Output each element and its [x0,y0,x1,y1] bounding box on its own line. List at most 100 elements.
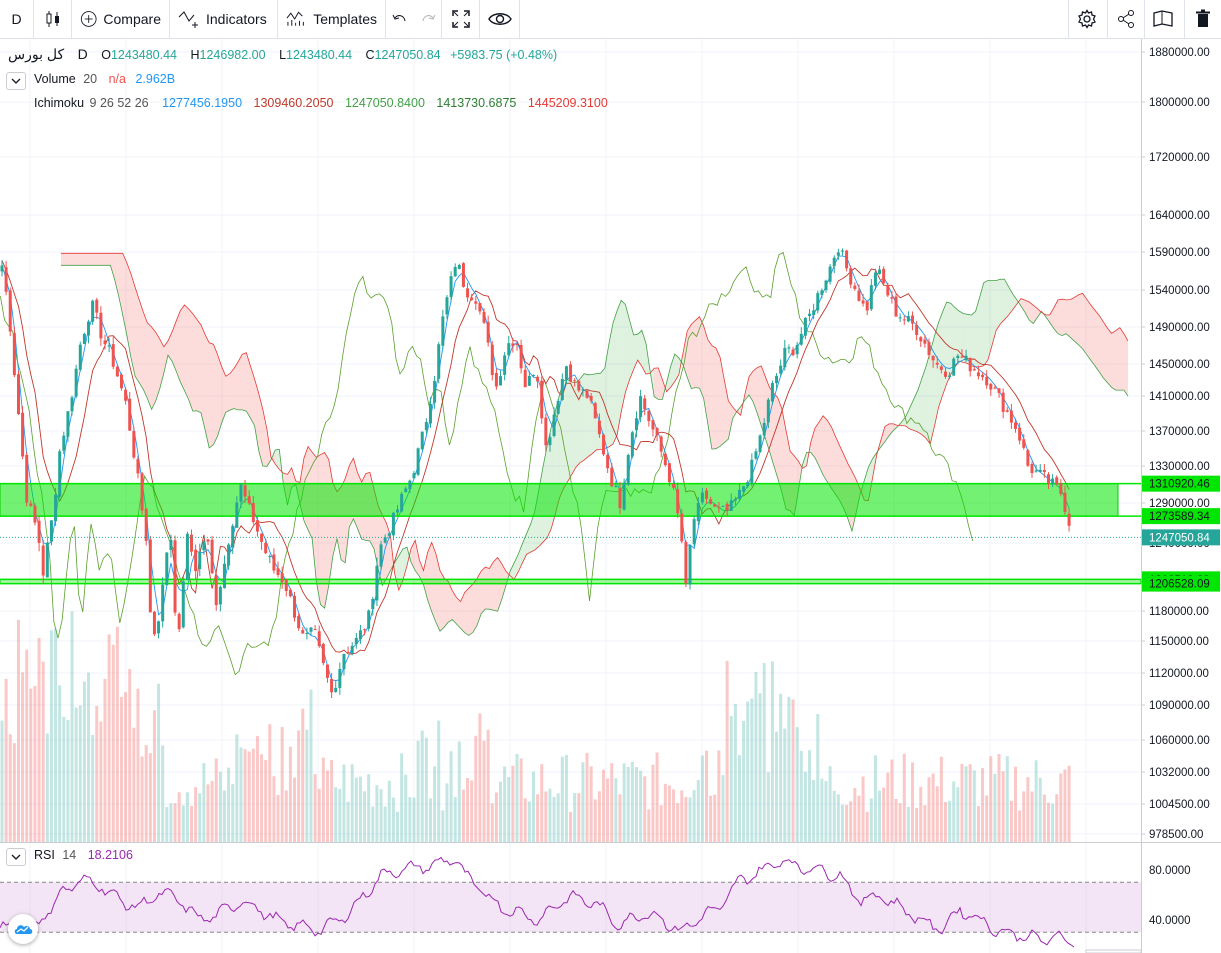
volume-bar [243,749,247,842]
candle [45,542,49,578]
volume-bar [474,735,478,842]
candle [766,397,770,429]
candle [1030,461,1034,478]
volume-bar [1014,766,1018,842]
volume-bar [222,790,226,842]
volume-bar [750,698,754,842]
candle [272,548,276,574]
snapshot-button[interactable] [1144,0,1181,38]
price-tick-label: 1590000.00 [1149,247,1210,259]
volume-bar [828,766,832,842]
cloud-segment [715,348,721,449]
cloud-segment [1062,299,1067,336]
volume-bar [577,793,581,842]
templates-button[interactable]: Templates [278,0,386,38]
cloud-segment [1012,293,1017,310]
volume-bar [618,794,622,842]
candle-body [981,374,985,378]
cloud-segment [291,467,296,488]
candle [157,620,161,639]
collapse-rsi-button[interactable] [6,848,26,866]
settings-button[interactable] [1068,0,1105,38]
candle [737,483,741,502]
cloud-segment [621,300,626,412]
volume-bar [309,689,313,842]
price-chart[interactable]: 1880000.00 1800000.00 1720000.00 1640000.00… [0,39,1221,953]
volume-bar [264,760,268,842]
volume-bar [705,750,709,842]
cloud-segment [477,571,482,626]
tradingview-logo[interactable] [8,914,38,944]
candle-body [420,431,424,450]
candle-body [610,467,614,487]
cloud-segment [683,331,688,378]
volume-bar [99,721,103,842]
volume-bar [379,789,383,842]
volume-bar [1005,756,1009,842]
candle [396,505,400,517]
zone-price-label: 1273589.34 [1149,511,1210,523]
candle-body [956,355,960,359]
candle [515,343,519,351]
ichimoku-kijun-value: 1309460.2050 [253,96,334,110]
fullscreen-button[interactable] [442,0,480,38]
candle [964,349,968,363]
candle [478,302,482,315]
undo-button[interactable] [386,0,414,38]
candle [812,303,816,320]
cloud-segment [85,253,90,266]
candle-body [144,508,148,541]
candle [968,357,972,377]
candle-body [507,343,511,356]
candle [494,368,498,390]
candle [284,578,288,597]
volume-bar [91,735,95,842]
candle [309,627,313,636]
candle-body [58,451,62,497]
candle [305,627,309,640]
chart-type-button[interactable] [34,0,72,38]
cloud-segment [996,279,1001,331]
candle-body [16,374,20,415]
redo-button[interactable] [414,0,442,38]
candle [820,288,824,299]
delete-button[interactable] [1184,0,1221,38]
volume-bar [593,799,597,842]
volume-bar [412,797,416,842]
candle-body [251,503,255,522]
volume-bar [1042,794,1046,842]
price-tick-label: 1290000.00 [1149,498,1210,510]
candle [729,493,733,511]
candle [573,378,577,387]
interval-selector[interactable]: D [0,0,34,38]
candle-body [54,494,58,522]
candle-body [486,321,490,343]
volume-bar [214,758,218,842]
volume-bar [536,794,540,842]
candle [597,413,601,438]
share-button[interactable] [1107,0,1144,38]
candle [165,552,169,586]
candle [569,361,573,382]
candle [865,300,869,316]
volume-na: n/a [108,72,126,86]
cloud-segment [1115,327,1120,391]
candle [725,501,729,517]
compare-button[interactable]: Compare [72,0,170,38]
indicators-button[interactable]: Indicators [170,0,278,38]
candle [882,266,886,285]
candle-body [165,552,169,586]
candle-body [243,485,247,497]
cloud-segment [468,584,473,636]
candle-body [906,316,910,322]
visibility-button[interactable] [480,0,520,38]
candle-body [1038,469,1042,472]
candle [474,296,478,311]
volume-bar [1026,777,1030,842]
collapse-legend-button[interactable] [6,72,26,90]
cloud-segment [205,334,210,448]
candle-body [643,398,647,410]
cloud-segment [394,555,399,591]
candle [906,311,910,323]
cloud-segment [262,409,267,467]
